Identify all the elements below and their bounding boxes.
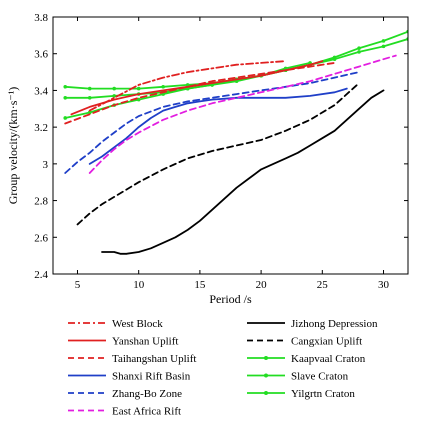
- series-marker-yilgrtn-craton: [112, 94, 117, 98]
- y-tick-label: 2.4: [34, 269, 48, 281]
- series-marker-kaapvaal-craton: [357, 50, 361, 54]
- axis-ticks: 5 10 15 20 25 30 2.4 2.6 2.8 3 3.2 3.4 3.6 3.8: [34, 12, 408, 291]
- y-tick-label: 3.2: [34, 122, 48, 134]
- y-tick-label: 3.6: [34, 49, 48, 61]
- legend-label-east-africa-rift: East Africa Rift: [112, 406, 181, 418]
- series-line-shanxi-rift-basin: [88, 87, 348, 165]
- y-tick-label: 3.8: [34, 12, 48, 24]
- series-marker-yilgrtn-craton: [63, 95, 68, 100]
- y-tick-label: 2.6: [34, 232, 48, 244]
- x-tick-label: 15: [194, 279, 206, 291]
- legend-label-slave-craton: Slave Craton: [291, 371, 349, 383]
- series-line-zhang-bo-zone: [64, 71, 360, 174]
- y-axis-label: Group velocity/(km·s⁻¹): [6, 87, 20, 205]
- series-marker-kaapvaal-craton: [136, 97, 141, 102]
- legend-label-taihangshan-uplift: Taihangshan Uplift: [112, 353, 196, 365]
- x-tick-label: 10: [133, 279, 145, 291]
- legend: West Block Yanshan Uplift Taihangshan Upli…: [68, 318, 378, 418]
- series-marker-slave-craton: [161, 84, 165, 89]
- series-marker-slave-craton: [87, 86, 92, 91]
- x-axis-label: Period /s: [209, 292, 252, 306]
- legend-marker-slave-craton: [264, 373, 268, 378]
- series-marker-slave-craton: [136, 86, 141, 91]
- x-tick-label: 20: [256, 279, 268, 291]
- series-marker-slave-craton: [357, 46, 361, 51]
- legend-label-yilgrtn-craton: Yilgrtn Craton: [291, 388, 355, 400]
- legend-label-west-block: West Block: [112, 318, 163, 330]
- series-line-jizhong-depression: [101, 89, 385, 255]
- y-tick-label: 2.8: [34, 196, 48, 208]
- y-tick-label: 3.4: [34, 85, 48, 97]
- legend-label-yanshan-uplift: Yanshan Uplift: [112, 336, 178, 348]
- series-line-cangxian-uplift: [76, 82, 360, 226]
- legend-label-zhang-bo-zone: Zhang-Bo Zone: [112, 388, 182, 400]
- series-marker-slave-craton: [332, 55, 337, 60]
- plot-lines: [63, 29, 408, 255]
- x-tick-label: 5: [75, 279, 81, 291]
- legend-label-shanxi-rift-basin: Shanxi Rift Basin: [112, 371, 191, 383]
- series-line-taihangshan-uplift: [64, 62, 336, 125]
- y-tick-label: 3: [43, 159, 49, 171]
- x-tick-label: 30: [378, 279, 390, 291]
- legend-label-cangxian-uplift: Cangxian Uplift: [291, 336, 362, 348]
- legend-marker-yilgrtn-craton: [264, 391, 268, 395]
- legend-label-jizhong-depression: Jizhong Depression: [291, 318, 378, 330]
- series-marker-kaapvaal-craton: [63, 116, 68, 120]
- series-line-yilgrtn-craton: [64, 62, 312, 99]
- series-marker-yilgrtn-craton: [87, 95, 92, 100]
- series-line-west-block: [88, 60, 287, 112]
- series-marker-slave-craton: [112, 86, 117, 91]
- plot-frame: [52, 16, 409, 275]
- x-tick-label: 25: [317, 279, 329, 291]
- series-marker-kaapvaal-craton: [381, 44, 386, 49]
- series-marker-kaapvaal-craton: [87, 110, 92, 115]
- legend-label-kaapvaal-craton: Kaapvaal Craton: [291, 353, 366, 365]
- series-marker-slave-craton: [63, 84, 68, 89]
- series-line-east-africa-rift: [88, 54, 397, 174]
- legend-marker-kaapvaal-craton: [264, 356, 268, 360]
- series-marker-slave-craton: [381, 39, 386, 43]
